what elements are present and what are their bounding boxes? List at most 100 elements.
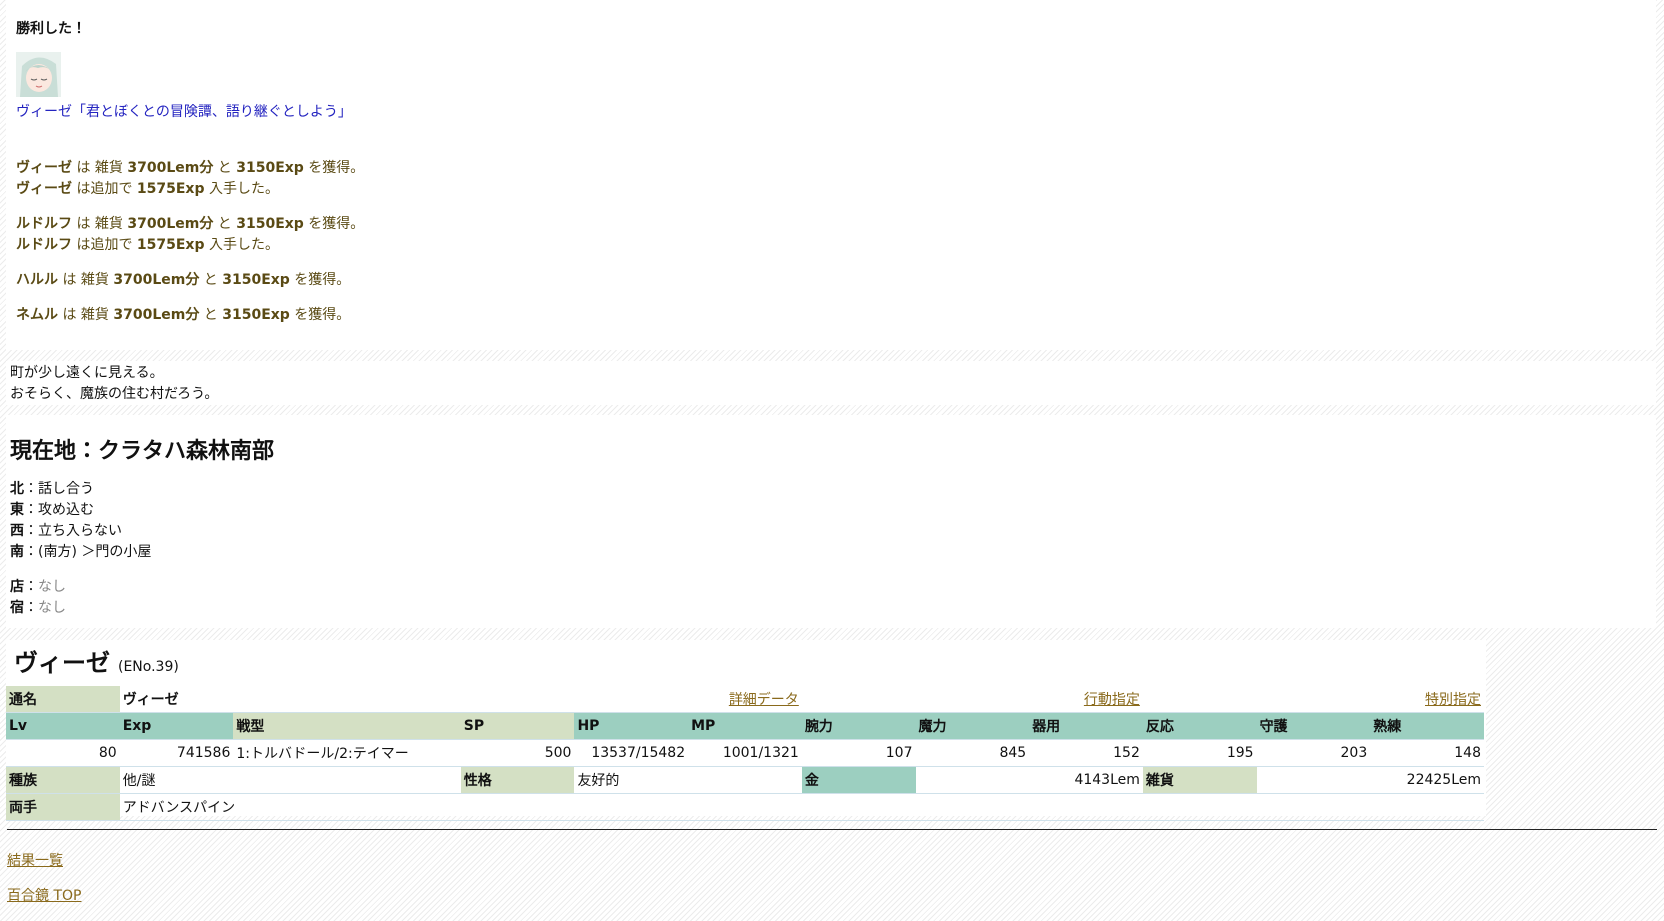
reward-text: と	[213, 216, 237, 232]
reward-highlight: 1575Exp	[136, 181, 205, 197]
direction: 西：立ち入らない	[10, 521, 1656, 542]
direction: 東：攻め込む	[10, 500, 1656, 521]
header-cell: HP	[574, 712, 689, 740]
reward-highlight: 3700Lem分	[113, 272, 200, 288]
header-cell: 守護	[1256, 712, 1371, 740]
reward-group: ヴィーゼ は 雑貨 3700Lem分 と 3150Exp を獲得。 ヴィーゼ は追…	[16, 158, 1656, 200]
reward-text: を獲得。	[289, 307, 351, 323]
entry-no: (ENo.39)	[118, 659, 179, 675]
quote: ヴィーゼ「君とぼくとの冒険譚、語り継ぐとしよう」	[16, 104, 352, 120]
direction-label: ：(南方) ＞門の小屋	[24, 544, 152, 560]
facility-sep: ：	[24, 579, 38, 595]
reward-text: は 雑貨	[72, 216, 128, 232]
link-cell: 特別指定	[1142, 686, 1484, 713]
avatar	[16, 52, 61, 97]
direction-label: ：立ち入らない	[24, 523, 122, 539]
direction-key: 南	[10, 544, 24, 560]
header-cell: 通名	[6, 686, 120, 713]
header-cell: 戦型	[233, 712, 461, 740]
character-panel: ヴィーゼ (ENo.39) 通名 ヴィーゼ 詳細データ 行動指定 特別指定 Lv Exp 戦型 S…	[6, 640, 1486, 821]
direction-label: ：攻め込む	[24, 502, 94, 518]
reward-text: を獲得。	[303, 216, 365, 232]
battle-title: 勝利した！	[16, 21, 86, 37]
facility: 店：なし	[10, 577, 1656, 598]
table-row: 種族 他/謎 性格 友好的金 4143Lem 雑貨 22425Lem	[6, 766, 1484, 794]
reward-line: ハルル は 雑貨 3700Lem分 と 3150Exp を獲得。	[16, 270, 1656, 291]
link[interactable]: 百合鏡 TOP	[7, 888, 82, 904]
facility-key: 店	[10, 579, 24, 595]
header-cell: 金	[801, 766, 916, 794]
reward-text: を獲得。	[303, 160, 365, 176]
reward-text: 入手した。	[204, 181, 279, 197]
reward-text: と	[199, 272, 223, 288]
value-cell: 107	[801, 739, 916, 767]
direction-label: ：話し合う	[24, 481, 94, 497]
link-cell: 行動指定	[801, 686, 1143, 713]
table-row: Lv Exp 戦型 SP HP MP 腕力 魔力 器用 反応 守護 熟練	[6, 712, 1484, 740]
reward-text: 入手した。	[204, 237, 279, 253]
value-cell: 友好的	[574, 766, 802, 794]
header-cell: 雑貨	[1142, 766, 1257, 794]
value-cell: 1001/1321	[688, 739, 802, 767]
value-cell: 22425Lem	[1256, 766, 1484, 794]
header-cell: 性格	[460, 766, 575, 794]
table-row: 両手 アドバンスパイン	[6, 793, 1484, 821]
footer-item: 百合鏡 TOP	[7, 885, 81, 907]
character-name: ヴィーゼ	[14, 649, 110, 677]
narrative-line: 町が少し遠くに見える。	[10, 365, 164, 381]
reward-highlight: ルドルフ	[16, 216, 72, 232]
table-row: 通名 ヴィーゼ 詳細データ 行動指定 特別指定	[6, 686, 1484, 713]
location-title: 現在地：クラタハ森林南部	[10, 439, 275, 464]
reward-text: は 雑貨	[72, 160, 128, 176]
value-cell: 13537/15482	[574, 739, 689, 767]
reward-text: は 雑貨	[58, 272, 114, 288]
direction-key: 西	[10, 523, 24, 539]
reward-highlight: ハルル	[16, 272, 58, 288]
link[interactable]: 結果一覧	[7, 853, 63, 869]
reward-highlight: 3150Exp	[236, 216, 304, 232]
header-cell: SP	[460, 712, 575, 740]
battle-panel: 勝利した！ ヴィーゼ「君とぼくとの冒険譚、語り継ぐとしよう」 ヴィーゼ は 雑貨…	[6, 0, 1656, 350]
reward-highlight: 3700Lem分	[127, 160, 214, 176]
reward-highlight: ルドルフ	[16, 237, 72, 253]
footer-links: 結果一覧百合鏡 TOP	[7, 850, 81, 920]
facility-value: なし	[38, 579, 66, 595]
reward-text: は追加で	[72, 181, 137, 197]
reward-line: ヴィーゼ は 雑貨 3700Lem分 と 3150Exp を獲得。	[16, 158, 1656, 179]
location-panel: 現在地：クラタハ森林南部 北：話し合う 東：攻め込む 西：立ち入らない 南：(南方) …	[6, 415, 1656, 628]
footer-item: 結果一覧	[7, 850, 81, 872]
value-cell: 148	[1370, 739, 1484, 767]
reward-text: と	[199, 307, 223, 323]
facilities: 店：なし 宿：なし	[10, 577, 1656, 619]
reward-highlight: 1575Exp	[136, 237, 205, 253]
value-cell: 80	[6, 739, 120, 767]
facility-value: なし	[38, 600, 66, 616]
status-table: 通名 ヴィーゼ 詳細データ 行動指定 特別指定 Lv Exp 戦型 SP HP MP 腕力 魔力 器用 反応…	[6, 686, 1484, 821]
header-cell: 熟練	[1370, 712, 1484, 740]
value-cell: 他/謎	[119, 766, 461, 794]
directions: 北：話し合う 東：攻め込む 西：立ち入らない 南：(南方) ＞門の小屋	[10, 479, 1656, 563]
header-cell: 種族	[6, 766, 120, 794]
link[interactable]: 特別指定	[1425, 692, 1481, 708]
facility: 宿：なし	[10, 598, 1656, 619]
reward-text: は追加で	[72, 237, 137, 253]
reward-group: ネムル は 雑貨 3700Lem分 と 3150Exp を獲得。	[16, 305, 1656, 326]
header-cell: 魔力	[915, 712, 1030, 740]
reward-highlight: 3150Exp	[222, 307, 290, 323]
reward-line: ルドルフ は追加で 1575Exp 入手した。	[16, 235, 1656, 256]
value-cell: 4143Lem	[915, 766, 1143, 794]
reward-highlight: ネムル	[16, 307, 58, 323]
reward-group: ハルル は 雑貨 3700Lem分 と 3150Exp を獲得。	[16, 270, 1656, 291]
value-cell: 845	[915, 739, 1030, 767]
link[interactable]: 詳細データ	[728, 692, 799, 708]
value-cell: ヴィーゼ	[119, 686, 234, 713]
link-cell: 詳細データ	[233, 686, 802, 713]
link[interactable]: 行動指定	[1083, 692, 1140, 708]
value-cell: 195	[1142, 739, 1257, 767]
narrative-panel: 町が少し遠くに見える。 おそらく、魔族の住む村だろう。	[6, 361, 1656, 405]
reward-line: ネムル は 雑貨 3700Lem分 と 3150Exp を獲得。	[16, 305, 1656, 326]
header-cell: MP	[688, 712, 802, 740]
reward-line: ルドルフ は 雑貨 3700Lem分 と 3150Exp を獲得。	[16, 214, 1656, 235]
direction-key: 東	[10, 502, 24, 518]
header-cell: Lv	[6, 712, 120, 740]
